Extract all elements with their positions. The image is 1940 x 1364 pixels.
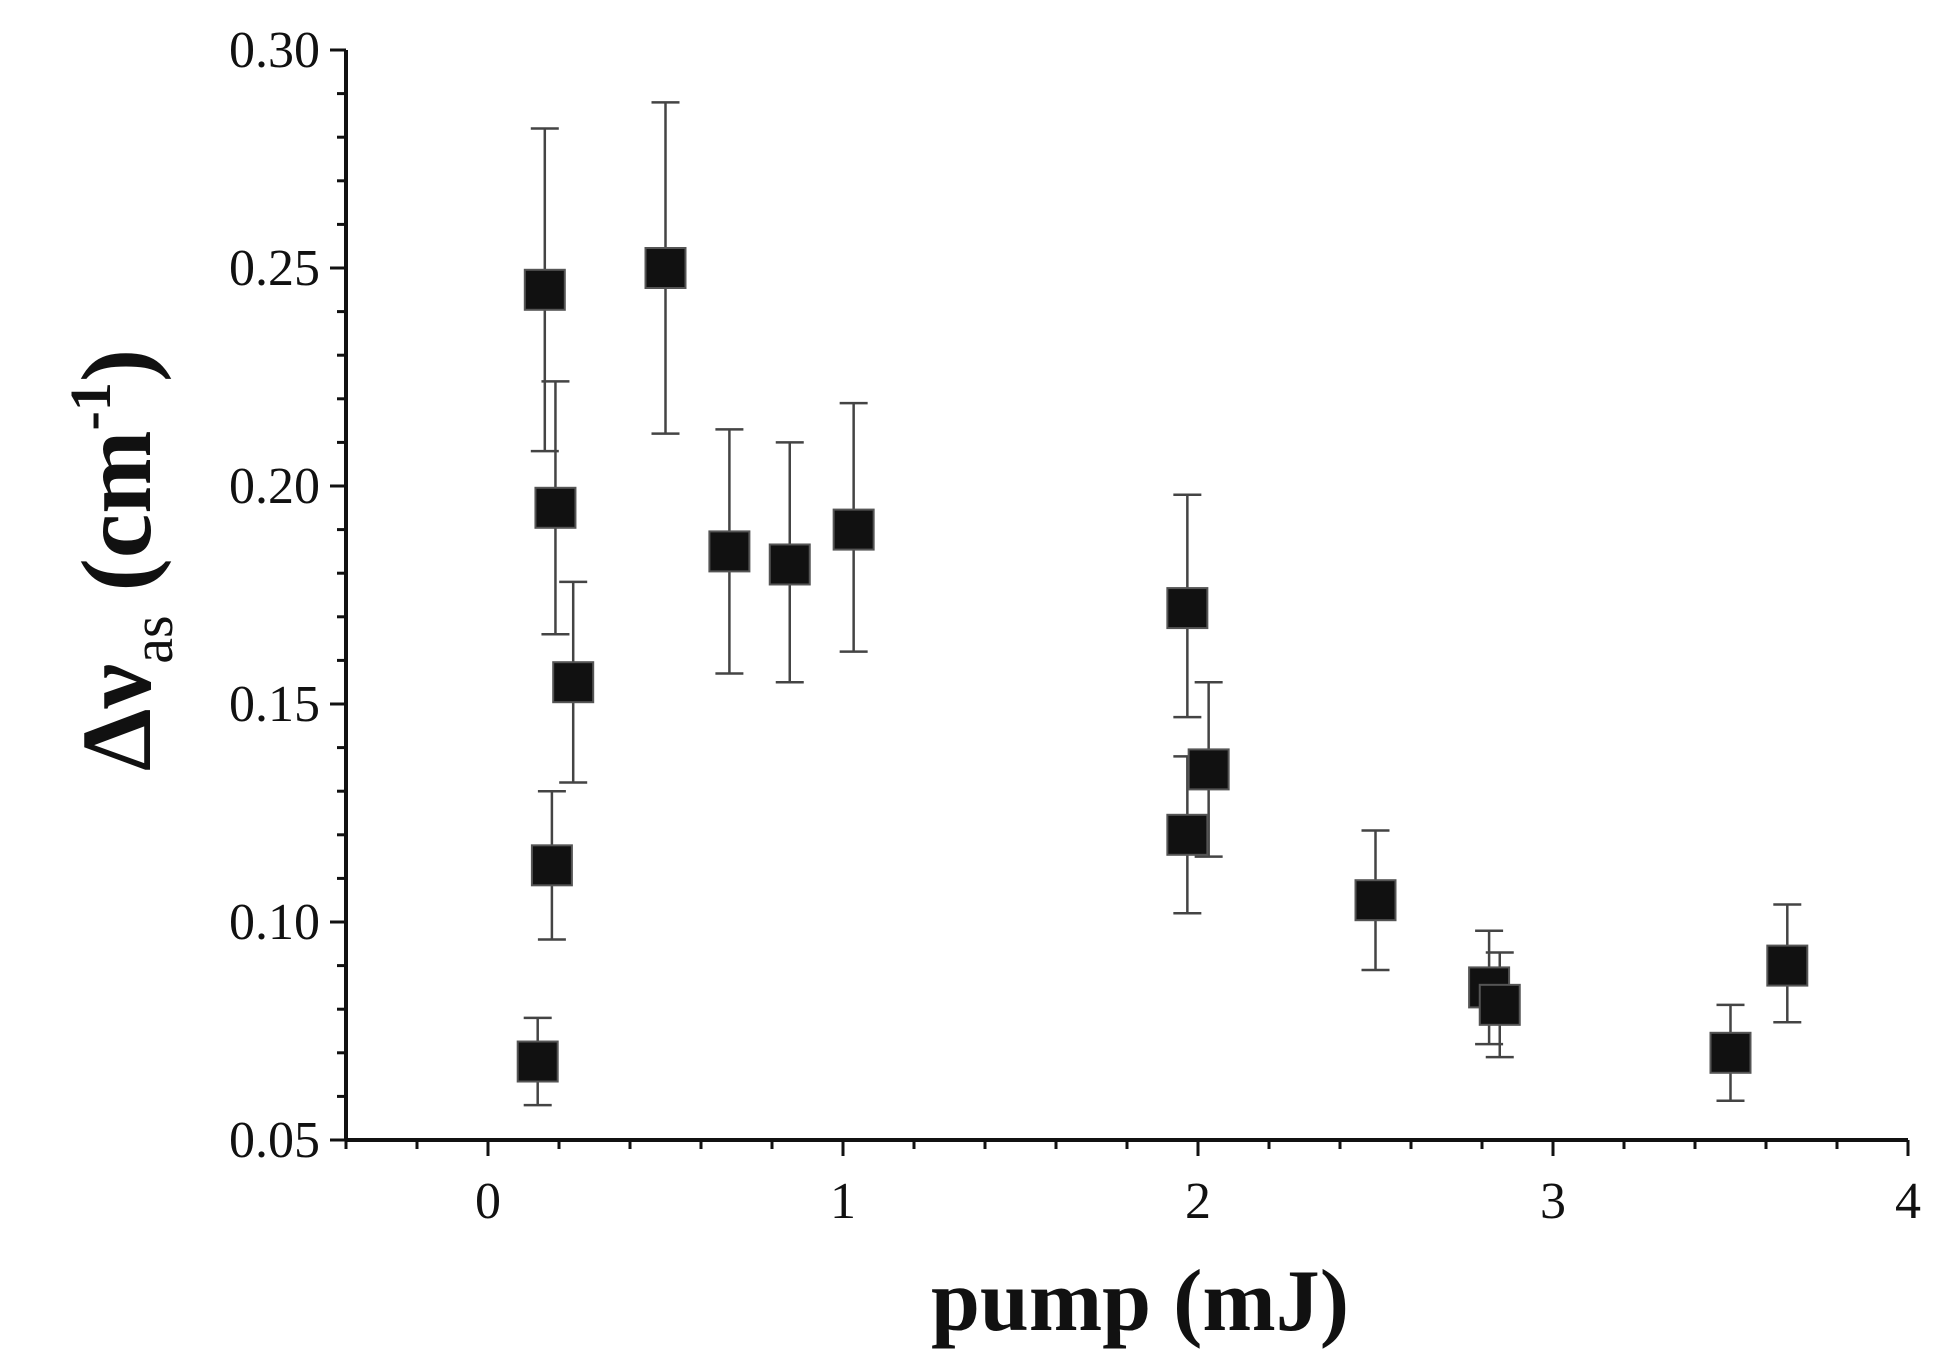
data-point — [1709, 1031, 1752, 1074]
data-point — [1187, 748, 1230, 791]
x-tick-label: 2 — [1185, 1173, 1211, 1230]
y-tick-label: 0.20 — [229, 458, 320, 515]
error-bars — [523, 101, 1802, 1107]
ticks — [330, 48, 1910, 1156]
y-axis-unit-open: (cm — [61, 430, 172, 591]
svg-text:Δνas(cm-1): Δνas (cm-1) — [58, 349, 185, 771]
y-tick-label: 0.05 — [229, 1112, 320, 1169]
x-tick-label: 1 — [830, 1173, 856, 1230]
x-tick-label: 4 — [1895, 1173, 1921, 1230]
data-point — [768, 543, 811, 586]
x-tick-label: 0 — [475, 1173, 501, 1230]
y-axis-symbol: Δν — [61, 664, 172, 771]
data-point — [644, 247, 687, 289]
data-point — [552, 661, 595, 704]
y-tick-label: 0.15 — [229, 676, 320, 733]
data-point — [832, 508, 875, 551]
x-axis-title: pump (mJ) — [931, 1253, 1349, 1350]
data-point — [530, 844, 573, 887]
y-tick-label: 0.10 — [229, 894, 320, 951]
data-point — [708, 530, 751, 573]
data-point — [1354, 879, 1397, 922]
data-point — [523, 268, 566, 311]
data-point — [1166, 587, 1209, 630]
data-point — [1478, 983, 1521, 1026]
data-point — [1166, 813, 1209, 856]
y-axis-unit-exponent: -1 — [58, 382, 123, 430]
data-markers — [516, 247, 1809, 1083]
x-tick-label: 3 — [1540, 1173, 1566, 1230]
axes — [344, 50, 1908, 1142]
y-axis-subscript: as — [120, 615, 185, 663]
data-point — [516, 1040, 559, 1083]
tick-labels: 0 1 2 3 4 0.05 0.10 0.15 0.20 0.25 0.30 — [229, 22, 1921, 1230]
y-axis-title: Δνas (cm-1) — [58, 349, 185, 771]
data-point — [1766, 944, 1809, 987]
y-tick-label: 0.30 — [229, 22, 320, 79]
y-axis-unit-close: ) — [61, 349, 172, 382]
data-point — [534, 486, 577, 529]
y-tick-label: 0.25 — [229, 240, 320, 297]
